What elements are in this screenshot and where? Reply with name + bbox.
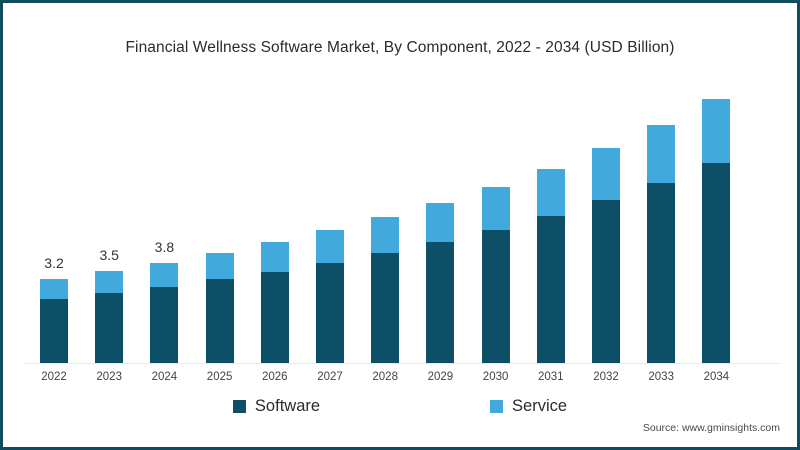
chart-legend: Software Service [3,397,797,416]
bar-segment-software[interactable] [260,271,289,363]
bar-segment-software[interactable] [371,252,400,363]
bar-column[interactable] [647,125,676,363]
bar-segment-service[interactable] [481,187,510,231]
x-axis-line [25,363,781,364]
data-label-2023: 3.5 [99,247,119,264]
x-axis-tick-2032: 2032 [593,371,619,383]
x-axis-tick-2024: 2024 [151,371,178,383]
bar-segment-service[interactable] [150,263,179,288]
bar-segment-service[interactable] [316,230,344,263]
bar-column[interactable] [371,217,400,363]
bar-segment-service[interactable] [592,147,620,201]
x-axis-tick-2025: 2025 [206,371,233,383]
bar-segment-service[interactable] [260,242,289,272]
bar-column[interactable] [592,147,620,363]
data-label-2024: 3.8 [154,239,175,256]
bar-segment-software[interactable] [40,298,68,363]
bar-segment-service[interactable] [205,252,234,280]
source-attribution: Source: www.gminsights.com [642,422,780,434]
plot-area: 3.2 3.5 3.8 2022 2023 2024 2025 2026 2027 2028 20… [3,3,797,447]
x-axis-tick-2030: 2030 [482,371,509,383]
legend-label: Service [512,397,568,415]
bar-segment-software[interactable] [647,183,676,363]
bar-column[interactable] [316,230,344,363]
x-axis-tick-2026: 2026 [262,371,288,383]
bar-segment-software[interactable] [316,262,344,363]
bar-column[interactable] [481,187,510,363]
x-axis-tick-2034: 2034 [703,371,730,383]
x-axis-tick-2022: 2022 [41,371,67,383]
x-axis-tick-2033: 2033 [648,371,674,383]
x-axis-tick-2029: 2029 [427,371,454,383]
bar-segment-software[interactable] [481,230,510,363]
bar-segment-service[interactable] [371,217,400,253]
bar-segment-software[interactable] [150,287,179,363]
x-axis-tick-2027: 2027 [317,371,343,383]
bar-segment-software[interactable] [95,292,124,363]
bar-segment-software[interactable] [592,200,620,363]
bar-column[interactable] [95,271,124,363]
bar-segment-service[interactable] [40,278,68,299]
legend-swatch-icon [490,400,504,413]
bar-segment-service[interactable] [536,168,565,216]
bar-column[interactable] [426,202,455,363]
bar-column[interactable] [260,242,289,363]
bar-column[interactable] [150,263,179,363]
bar-column[interactable] [40,278,68,363]
legend-label: Software [254,397,321,415]
bar-segment-service[interactable] [95,271,124,293]
data-label-2022: 3.2 [44,254,64,271]
bar-column[interactable] [702,99,731,363]
bar-segment-software[interactable] [205,279,234,363]
bar-segment-software[interactable] [426,242,455,363]
bar-column[interactable] [536,168,565,363]
x-axis-tick-2028: 2028 [372,371,398,383]
bar-segment-service[interactable] [702,99,731,164]
bar-column[interactable] [205,252,234,363]
x-axis-tick-2031: 2031 [538,371,564,383]
bar-segment-service[interactable] [647,125,676,184]
bar-segment-software[interactable] [702,163,731,363]
bar-segment-service[interactable] [426,202,455,243]
legend-swatch-icon [232,400,246,413]
legend-item-software[interactable]: Software [232,397,321,416]
x-axis-tick-2023: 2023 [96,371,122,383]
legend-item-service[interactable]: Service [490,397,567,416]
chart-title: Financial Wellness Software Market, By C… [125,39,675,56]
bar-segment-software[interactable] [536,215,565,363]
